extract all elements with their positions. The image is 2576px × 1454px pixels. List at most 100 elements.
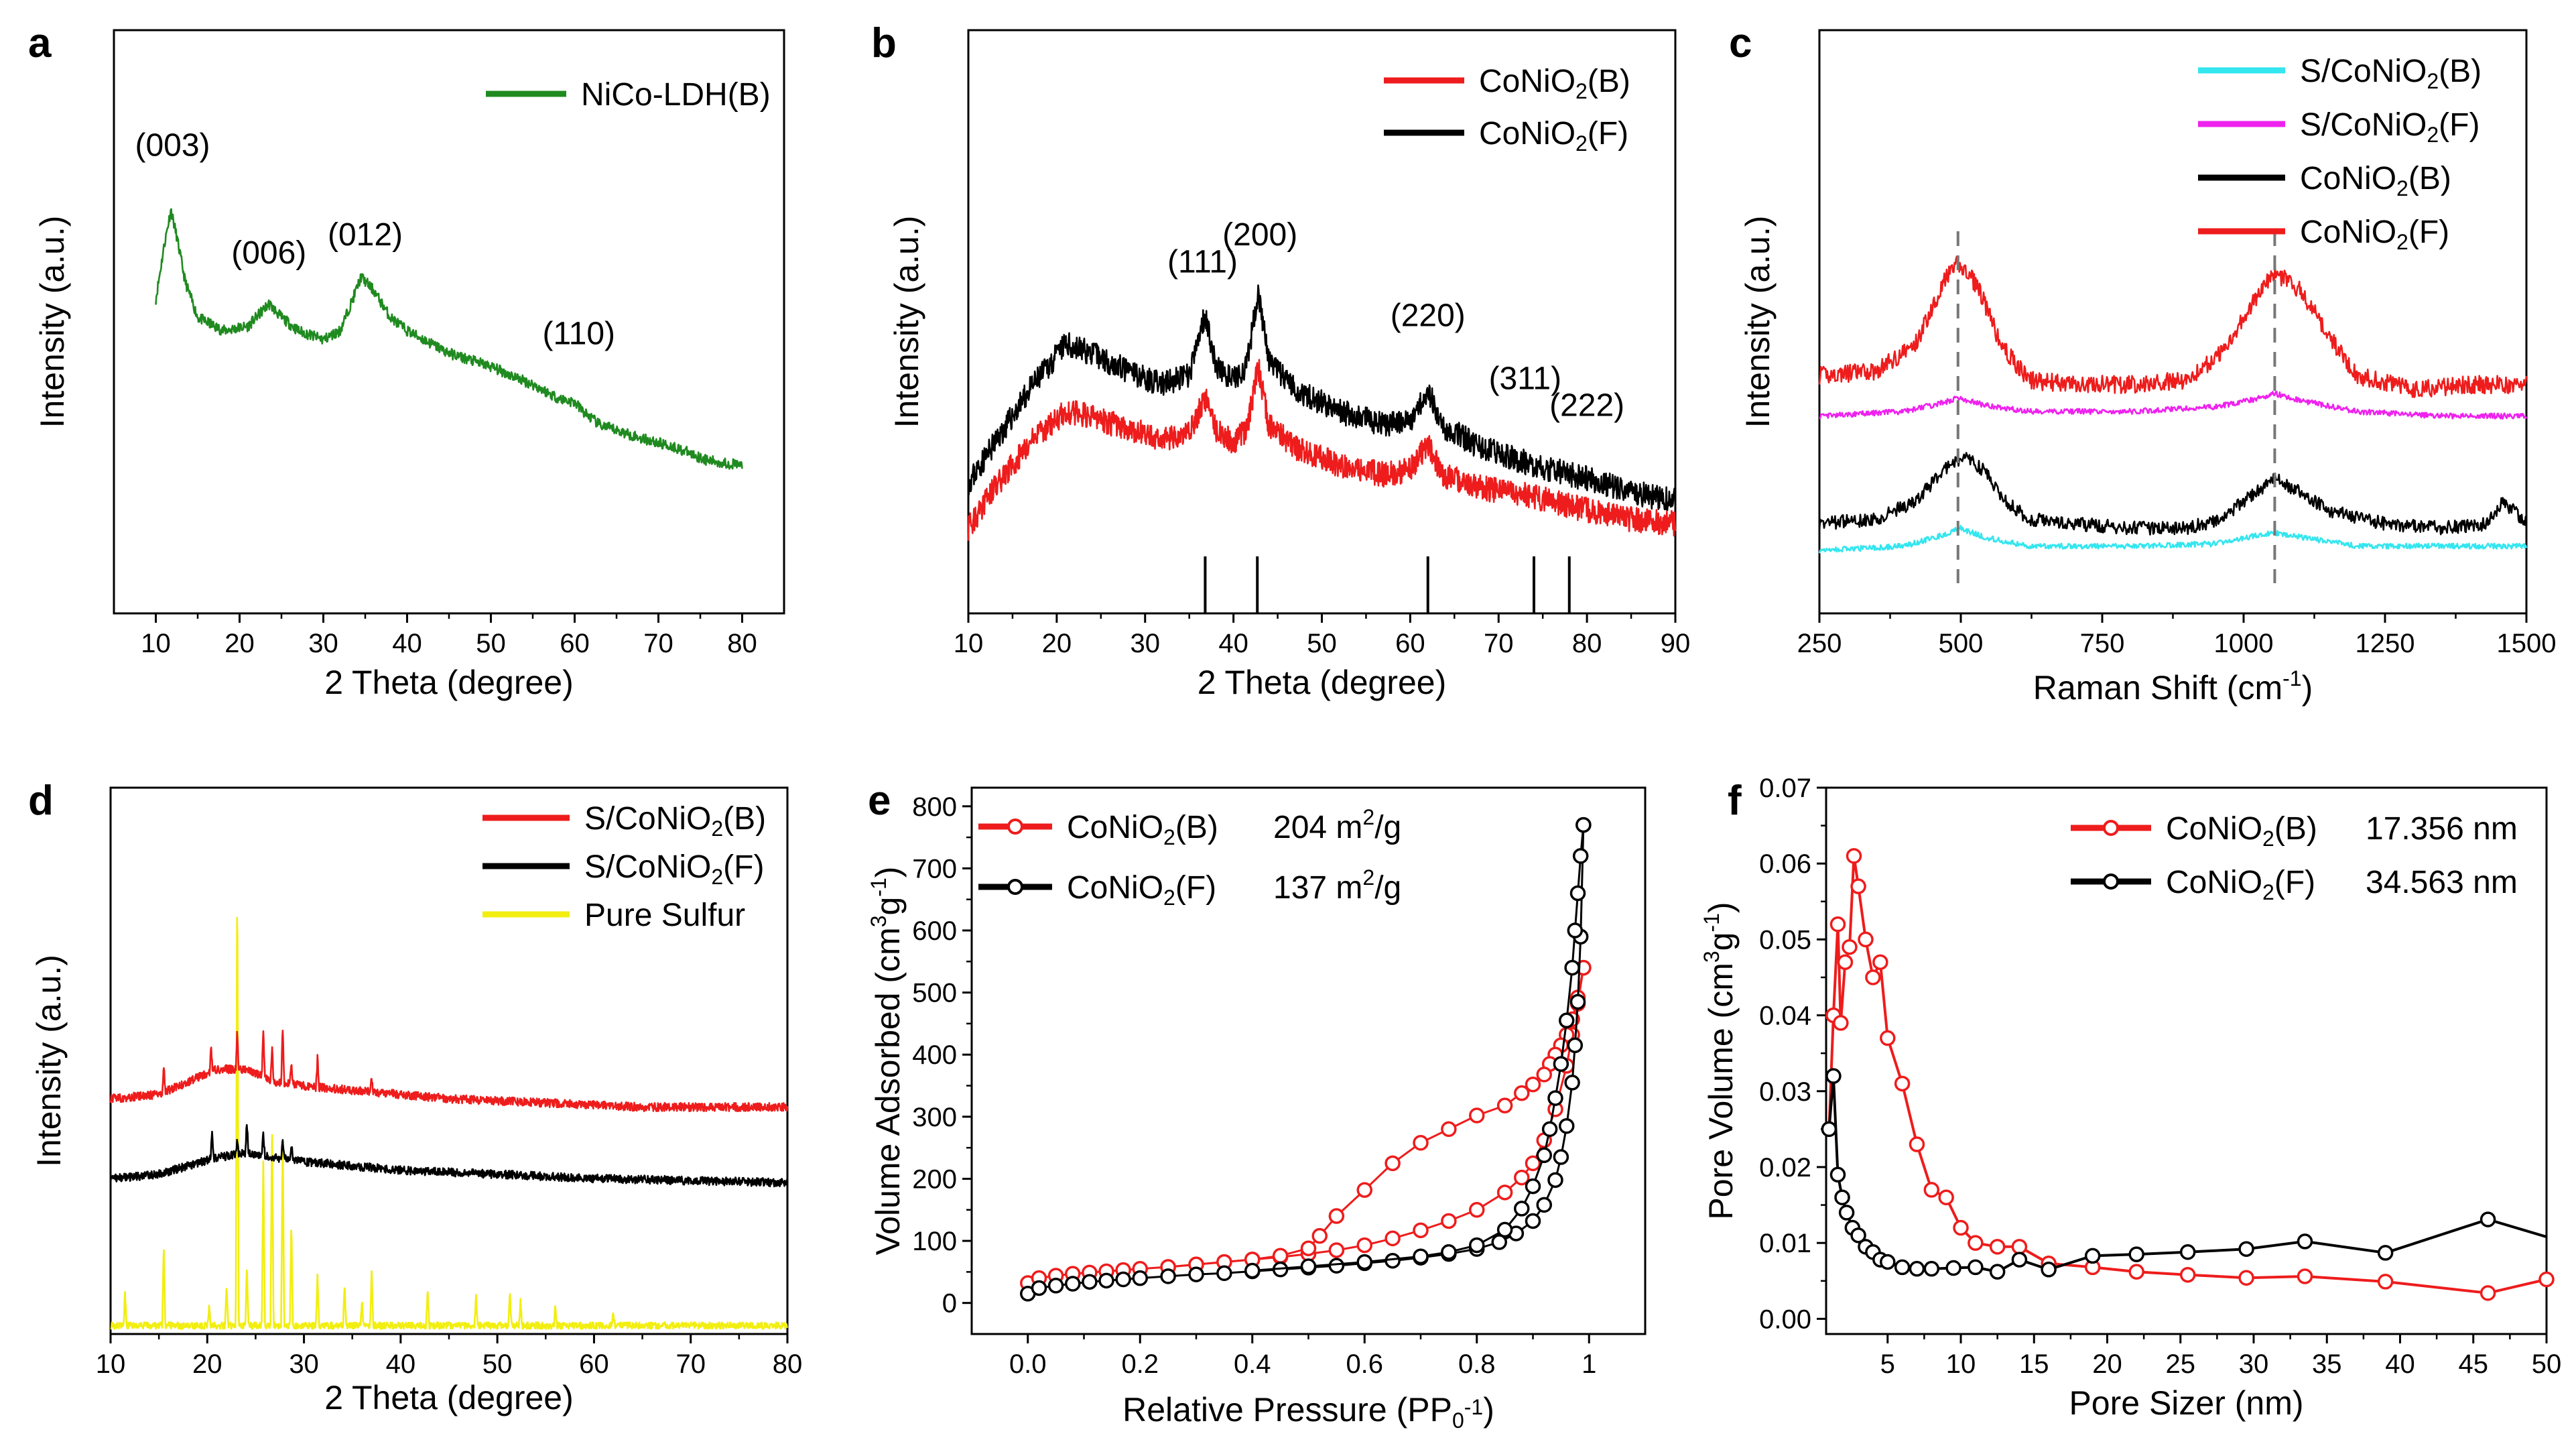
- y-tick-label: 400: [912, 1040, 957, 1070]
- series-line: [1167, 967, 1585, 1268]
- text-segment: ): [2302, 669, 2313, 707]
- data-point: [1564, 1075, 1580, 1091]
- plot-frame: [113, 29, 785, 615]
- data-point: [1541, 1121, 1558, 1138]
- data-point: [1829, 916, 1846, 932]
- legend-marker: [1007, 879, 1023, 895]
- text-segment: (F): [723, 849, 764, 885]
- y-tick-label: 100: [912, 1227, 957, 1256]
- data-series-conio2-f-: [1821, 1068, 2547, 1280]
- text-segment: 137 m: [1273, 870, 1362, 906]
- data-point: [1536, 1197, 1552, 1213]
- peak-label: (200): [1222, 217, 1297, 253]
- data-series-pure-sulfur: [110, 916, 789, 1330]
- data-series-nico-ldh-b-: [155, 208, 743, 470]
- data-series-s-conio2-f-: [1819, 390, 2528, 420]
- data-point: [1547, 1090, 1563, 1106]
- data-point: [1065, 1276, 1081, 1292]
- data-point: [1968, 1235, 1984, 1251]
- data-point: [1031, 1280, 1047, 1296]
- text-segment: /g: [1374, 810, 1401, 845]
- data-point: [1880, 1254, 1896, 1270]
- data-point: [1469, 1237, 1485, 1254]
- legend-entry: S/CoNiO2(F): [584, 849, 764, 889]
- data-point: [1894, 1075, 1911, 1092]
- text-segment: CoNiO: [2300, 161, 2396, 196]
- x-tick-label: 50: [1307, 629, 1337, 658]
- x-tick-label: 10: [96, 1349, 126, 1379]
- data-point: [1300, 1240, 1317, 1256]
- text-segment: (F): [2408, 215, 2449, 250]
- legend-entry: S/CoNiO2(B): [584, 801, 766, 841]
- data-point: [1413, 1135, 1429, 1151]
- x-tick-label: 250: [1797, 629, 1842, 658]
- x-tick-label: 40: [1218, 629, 1248, 658]
- legend-entry: Pure Sulfur: [584, 898, 745, 933]
- text-segment: CoNiO: [2300, 215, 2396, 250]
- data-point: [1938, 1189, 1954, 1205]
- subscript: 2: [1163, 825, 1175, 849]
- panel-f: f 5 10 15 20 25 30 35 40 45 50 0.00 0.01 0.02 0.03 0.04…: [1699, 774, 2561, 1422]
- text-segment: 34.563 nm: [2366, 865, 2518, 900]
- subscript: 2: [1575, 79, 1588, 103]
- data-point: [2011, 1239, 2028, 1255]
- legend-entry: CoNiO2(B): [1067, 810, 1218, 849]
- text-segment: g: [869, 897, 907, 916]
- data-point: [1496, 1221, 1513, 1238]
- subscript: 2: [711, 865, 723, 889]
- legend-value: 204 m2/g: [1273, 805, 1401, 845]
- text-segment: (F): [1588, 116, 1628, 152]
- superscript: -1: [2282, 666, 2301, 690]
- data-point: [1837, 954, 1854, 971]
- text-segment: (F): [2439, 107, 2480, 143]
- data-point: [1469, 1107, 1485, 1124]
- text-segment: (B): [723, 801, 766, 837]
- subscript: 0: [1452, 1408, 1464, 1433]
- peak-label: (006): [231, 235, 306, 271]
- subscript: 2: [2396, 176, 2408, 200]
- x-tick-label: 0.2: [1121, 1349, 1159, 1379]
- data-point: [1553, 1149, 1569, 1165]
- y-tick-label: 0.07: [1759, 774, 1811, 803]
- x-tick-label: 70: [675, 1349, 706, 1379]
- x-tick-label: 20: [2092, 1349, 2122, 1379]
- x-axis-label: Relative Pressure (PP0-1): [1122, 1391, 1494, 1433]
- y-axis-label: Intensity (a.u.): [30, 955, 68, 1167]
- x-tick-label: 30: [2239, 1349, 2269, 1379]
- x-tick-label: 35: [2312, 1349, 2342, 1379]
- data-point: [2011, 1252, 2028, 1268]
- subscript: 2: [2427, 123, 2439, 147]
- data-point: [1272, 1248, 1289, 1264]
- text-segment: ): [1702, 902, 1740, 913]
- superscript: 3: [866, 915, 891, 927]
- y-tick-label: 0: [942, 1289, 957, 1319]
- legend-value: 34.563 nm: [2366, 865, 2518, 900]
- data-series-conio2-f-: [967, 284, 1677, 511]
- legend-entry: NiCo-LDH(B): [581, 77, 771, 113]
- legend-entry: CoNiO2(B): [1479, 64, 1630, 103]
- data-point: [1536, 1147, 1552, 1164]
- data-point: [1328, 1258, 1345, 1274]
- data-point: [2179, 1244, 2196, 1260]
- data-point: [1160, 1268, 1176, 1284]
- y-axis-label: Intensity (a.u.): [34, 216, 71, 428]
- text-segment: Pure Sulfur: [584, 898, 745, 933]
- text-segment: Volume Adsorbed (cm: [869, 927, 907, 1255]
- legend-marker: [2103, 873, 2119, 890]
- text-segment: (B): [2439, 54, 2482, 89]
- peak-label: (003): [135, 127, 210, 163]
- text-segment: CoNiO: [1067, 870, 1163, 906]
- y-tick-label: 500: [912, 979, 957, 1008]
- data-point: [1300, 1258, 1317, 1274]
- data-point: [1880, 1030, 1896, 1046]
- superscript: 3: [1699, 951, 1724, 963]
- superscript: 2: [1362, 805, 1374, 829]
- x-tick-label: 50: [2532, 1349, 2562, 1379]
- data-point: [1536, 1067, 1552, 1083]
- data-point: [1514, 1085, 1530, 1101]
- panel-e: e 0.0 0.2 0.4 0.6 0.8 1 0 100 200 300 400 500 600 700 8…: [866, 778, 1647, 1433]
- data-point: [1082, 1274, 1098, 1290]
- x-tick-label: 15: [2019, 1349, 2049, 1379]
- data-point: [1491, 1234, 1507, 1250]
- subscript: 2: [1163, 886, 1175, 910]
